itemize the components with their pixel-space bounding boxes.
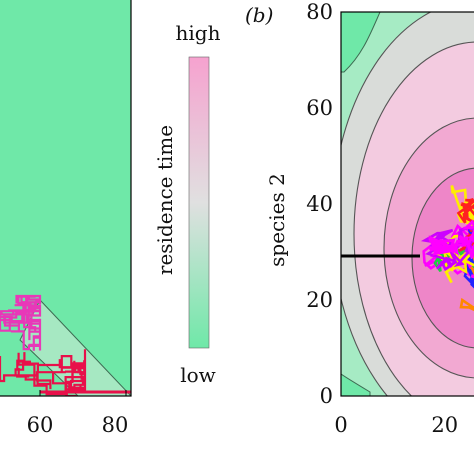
panel-a-xtick-label: 80 [102, 413, 129, 437]
panel-b-trajectory [420, 226, 474, 272]
panel-a-trajectory [0, 349, 87, 396]
panel-b-frame [340, 11, 474, 397]
panel-b-ytick-label: 0 [320, 384, 333, 408]
panel-b-label: (b) [245, 3, 273, 27]
panel-a-frame [0, 0, 132, 397]
panel-b-xtick-label: 20 [431, 413, 458, 437]
panel-b-trajectory-cloud [420, 185, 474, 312]
panel-a-trajectories [0, 294, 131, 396]
panel-b-ytick-label: 80 [306, 0, 333, 24]
panel-b-ytick-label: 20 [306, 288, 333, 312]
panel-a-xtick-label: 60 [27, 413, 54, 437]
panel-b-yticks: 0 20 40 60 80 [306, 0, 347, 408]
contour-corner-bottom [341, 373, 371, 396]
colorbar-title: residence time [153, 125, 177, 275]
contour-corner-top [341, 12, 381, 73]
colorbar-high-label: high [176, 21, 221, 45]
panel-b: (b) species 2 0 20 40 60 80 0 20 [245, 0, 474, 437]
panel-b-xtick-label: 0 [334, 413, 347, 437]
colorbar-low-label: low [180, 363, 216, 387]
panel-b-ytick-label: 60 [306, 96, 333, 120]
panel-a: 60 80 [0, 0, 132, 437]
panel-b-trajectory [432, 185, 474, 284]
panel-b-ytick-label: 40 [306, 192, 333, 216]
panel-b-trajectory [427, 219, 474, 279]
panel-b-ylabel: species 2 [265, 173, 289, 267]
colorbar: high low residence time [153, 21, 221, 387]
panel-b-xticks: 0 20 [334, 390, 458, 437]
panel-a-trajectory [0, 294, 42, 351]
colorbar-gradient [188, 56, 210, 349]
